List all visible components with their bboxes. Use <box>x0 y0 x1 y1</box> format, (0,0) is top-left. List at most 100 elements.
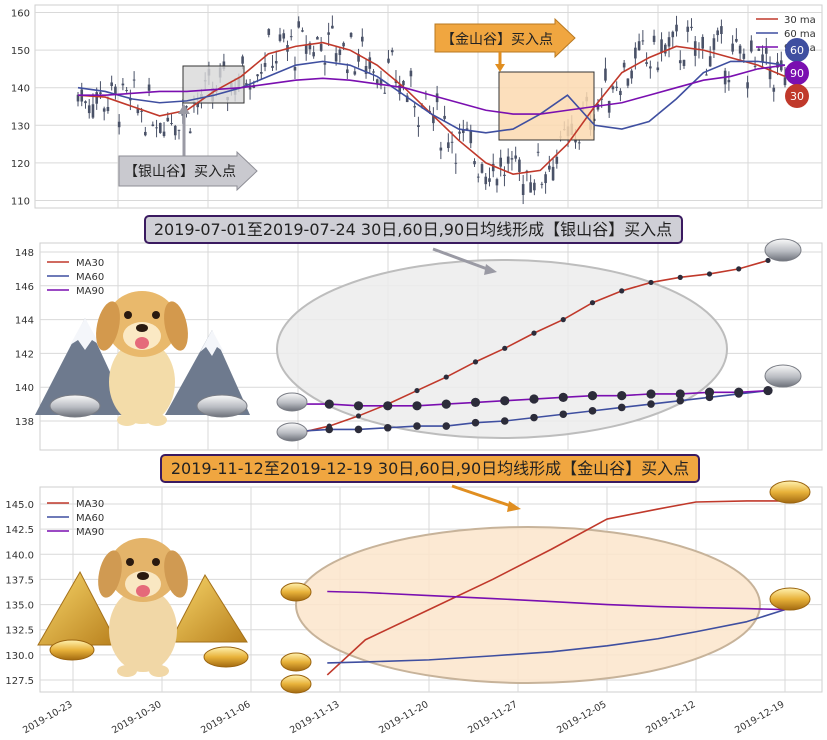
candle-body <box>750 40 753 52</box>
ma-line-60ma <box>77 60 786 134</box>
gold-dog-eye-right <box>152 558 160 566</box>
candle-body <box>132 79 136 81</box>
silver-ingot-ma60-start <box>276 422 308 442</box>
candle-body <box>454 162 458 164</box>
gold-ingot-markers <box>280 480 811 694</box>
gold-title-banner: 2019-11-12至2019-12-19 30日,60日,90日均线形成【金山… <box>160 454 700 512</box>
point-MA90 <box>646 389 656 399</box>
gold-dog-ear-left <box>98 550 122 598</box>
candle-body <box>342 42 345 47</box>
dog-body <box>109 340 175 424</box>
x-tick-label: 2019-10-23 <box>21 699 74 736</box>
y-tick-label: 148 <box>15 248 34 259</box>
candle-body <box>503 174 506 177</box>
y-tick-label: 130.0 <box>5 651 34 662</box>
legend-label-60ma: 60 ma <box>784 29 816 40</box>
candle-body <box>742 53 746 59</box>
y-tick-label: 110 <box>11 196 30 207</box>
candle-body <box>166 117 170 122</box>
point-MA90 <box>470 397 481 408</box>
silver-title-box <box>144 215 683 244</box>
candle-body <box>686 26 690 32</box>
panel-silver-legend: MA30 MA60 MA90 <box>47 258 104 297</box>
gold-title-box <box>160 454 700 483</box>
candle-body <box>626 78 630 86</box>
point-MA60 <box>325 425 334 434</box>
candle-body <box>667 37 671 47</box>
candle-body <box>245 83 248 85</box>
point-MA30 <box>765 257 771 264</box>
y-tick-label: 127.5 <box>5 676 34 687</box>
candle-body <box>458 131 461 134</box>
point-MA60 <box>413 422 421 430</box>
candle-body <box>293 66 297 71</box>
candle-body <box>495 179 499 186</box>
y-tick-label: 140 <box>15 383 34 394</box>
candle-body <box>278 34 282 41</box>
mountain-left-snow <box>70 318 100 350</box>
point-MA30 <box>648 279 654 286</box>
candle-body <box>753 65 757 67</box>
panel-gold-x-axis: 2019-10-23 2019-10-30 2019-11-06 2019-11-13… <box>21 699 786 736</box>
candle-body <box>117 121 121 128</box>
point-MA30 <box>502 345 508 351</box>
legend-label-30ma: 30 ma <box>784 15 816 26</box>
candle-body <box>155 127 158 129</box>
x-tick-label: 2019-12-12 <box>644 699 697 736</box>
candle-body <box>615 86 618 88</box>
candle-body <box>87 105 91 114</box>
ma-line-MA60 <box>327 608 786 664</box>
candle-body <box>716 30 719 36</box>
silver-callout-label: 【银山谷】买入点 <box>124 164 236 180</box>
gold-callout-label: 【金山谷】买入点 <box>441 32 553 48</box>
candle-body <box>114 86 117 95</box>
candle-body <box>439 147 443 151</box>
candle-body <box>660 39 663 53</box>
candle-body <box>338 49 342 55</box>
candle-body <box>331 25 334 29</box>
candle-body <box>263 62 267 67</box>
dog-nose <box>136 324 148 332</box>
ma-line-MA90 <box>327 590 786 611</box>
x-tick-label: 2019-11-13 <box>288 699 341 736</box>
panel-gold-legend: MA30 MA60 MA90 <box>47 499 104 538</box>
candle-body <box>402 80 405 86</box>
candle-body <box>678 60 682 64</box>
candle-body <box>173 125 177 136</box>
gold-pyramid-right <box>169 573 248 643</box>
candle-body <box>465 128 469 130</box>
x-tick-label: 2019-11-20 <box>377 699 430 736</box>
point-MA60 <box>500 417 509 425</box>
point-MA60 <box>647 400 655 408</box>
candle-body <box>705 74 708 76</box>
panel-gold-ma-lines <box>326 500 786 676</box>
candle-body <box>536 151 540 153</box>
gold-highlight-ellipse <box>295 526 761 684</box>
candle-body <box>521 184 525 196</box>
silver-ingot-right <box>196 394 248 418</box>
legend-label-ma90: MA90 <box>76 286 104 297</box>
dog-ear-left <box>96 301 120 351</box>
gold-dog-nose <box>137 572 149 580</box>
candle-body <box>604 68 607 81</box>
candle-body <box>656 67 660 71</box>
legend-label-ma60-gold: MA60 <box>76 513 104 524</box>
candle-body <box>289 36 293 38</box>
gold-title-arrow <box>451 484 515 509</box>
point-MA90 <box>587 391 598 401</box>
candle-body <box>630 70 633 79</box>
gold-dog-paw-left <box>117 665 137 677</box>
candle-body <box>738 45 742 54</box>
point-MA30 <box>443 374 449 380</box>
badge-90-label: 90 <box>790 67 804 80</box>
candle-body <box>491 163 495 172</box>
mountain-left <box>35 318 130 415</box>
candle-body <box>147 84 151 91</box>
y-tick-label: 144 <box>15 316 34 327</box>
candle-body <box>518 159 521 172</box>
candle-body <box>506 156 510 164</box>
gold-dog-tongue <box>136 585 150 597</box>
candle-body <box>162 131 166 137</box>
panel-gold-valley: 127.5 130.0 132.5 135.0 137.5 140.0 142.5 145.0… <box>5 454 823 736</box>
candle-body <box>783 77 787 86</box>
